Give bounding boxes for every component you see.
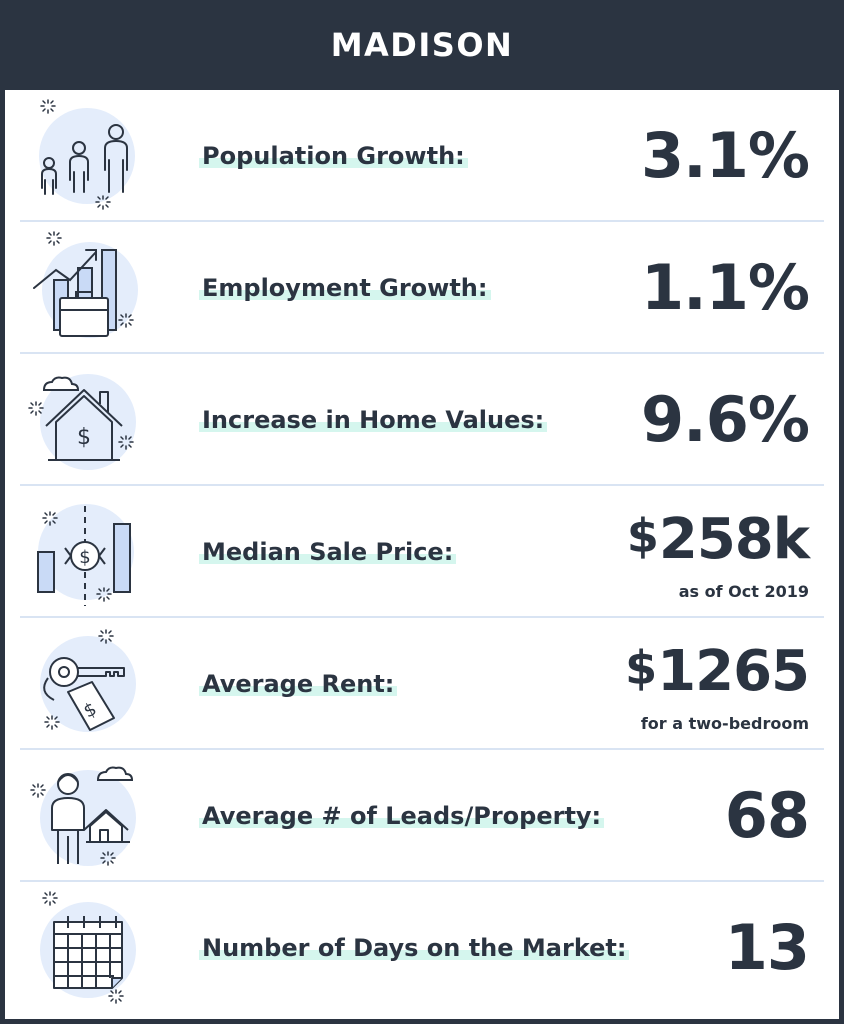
stat-number: 258k xyxy=(658,507,810,572)
stat-row-average-rent: $ Average Rent: $1265 for a two-bedroom xyxy=(5,618,839,750)
row-divider xyxy=(20,220,824,222)
stat-row-leads: Average # of Leads/Property: 68 xyxy=(5,750,839,882)
calendar-icon xyxy=(28,888,146,1006)
stat-row-median-sale-price: $ Median Sale Price: $258k as of Oct 201… xyxy=(5,486,839,618)
stat-label: Median Sale Price: xyxy=(199,538,457,566)
currency-symbol: $ xyxy=(626,509,659,563)
row-divider xyxy=(20,484,824,486)
stat-label: Population Growth: xyxy=(199,142,468,170)
currency-symbol: $ xyxy=(625,641,658,695)
stat-row-employment: Employment Growth: 1.1% xyxy=(5,222,839,354)
stat-value: $258k xyxy=(626,509,810,568)
stat-label: Number of Days on the Market: xyxy=(199,934,630,962)
stat-row-home-values: $ Increase in Home Values: 9.6% xyxy=(5,354,839,486)
row-divider xyxy=(20,748,824,750)
key-tag-icon: $ xyxy=(28,624,146,742)
header-bar: MADISON xyxy=(0,0,844,90)
row-divider xyxy=(20,616,824,618)
stats-panel: Population Growth: 3.1% xyxy=(5,90,839,1019)
house-dollar-icon: $ xyxy=(28,360,146,478)
row-divider xyxy=(20,880,824,882)
stat-subtext: for a two-bedroom xyxy=(640,714,809,733)
stat-row-days-on-market: Number of Days on the Market: 13 xyxy=(5,882,839,1014)
person-house-icon xyxy=(28,756,146,874)
row-divider xyxy=(20,352,824,354)
stat-label: Average # of Leads/Property: xyxy=(199,802,605,830)
people-icon xyxy=(28,96,146,214)
stat-label: Average Rent: xyxy=(199,670,398,698)
stat-number: 1265 xyxy=(657,639,810,704)
stat-value: 68 xyxy=(724,779,810,852)
briefcase-growth-icon xyxy=(28,228,146,346)
svg-text:$: $ xyxy=(77,425,91,450)
page-title: MADISON xyxy=(330,26,514,64)
svg-text:$: $ xyxy=(79,547,90,568)
stat-value: 13 xyxy=(724,911,810,984)
stat-value: 1.1% xyxy=(641,251,810,324)
stat-label: Employment Growth: xyxy=(199,274,491,302)
stat-value: $1265 xyxy=(625,641,810,700)
price-chart-icon: $ xyxy=(28,492,146,610)
stat-value: 3.1% xyxy=(641,119,810,192)
stat-label: Increase in Home Values: xyxy=(199,406,548,434)
stat-subtext: as of Oct 2019 xyxy=(678,582,809,601)
stat-row-population: Population Growth: 3.1% xyxy=(5,90,839,222)
stat-value: 9.6% xyxy=(641,383,810,456)
